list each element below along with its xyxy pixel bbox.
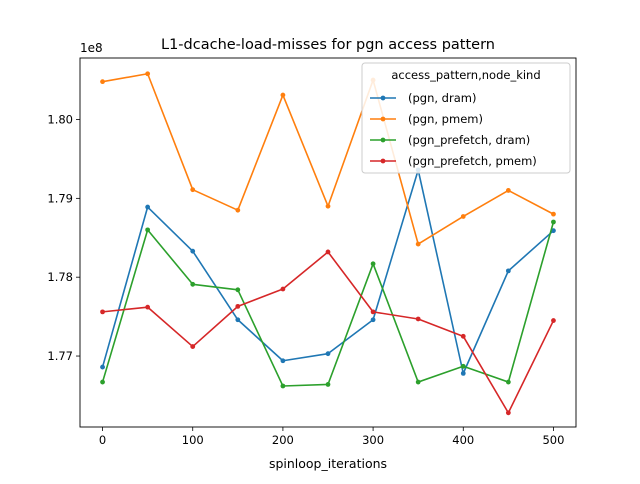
data-point-2-5 bbox=[325, 382, 331, 387]
data-point-2-2 bbox=[190, 281, 196, 287]
data-point-3-1 bbox=[145, 304, 151, 310]
y-tick-label-2: 1.79 bbox=[47, 191, 73, 205]
data-point-3-8 bbox=[460, 333, 466, 339]
plot-area bbox=[100, 71, 556, 416]
data-point-3-6 bbox=[370, 309, 376, 315]
data-point-3-10 bbox=[551, 318, 556, 323]
data-point-1-5 bbox=[325, 203, 331, 209]
legend-marker-2 bbox=[380, 137, 386, 143]
data-point-3-5 bbox=[325, 249, 331, 255]
data-point-3-4 bbox=[280, 286, 286, 292]
y-tick-label-0: 1.77 bbox=[47, 349, 73, 363]
data-point-1-10 bbox=[551, 211, 556, 217]
x-tick-label-3: 300 bbox=[362, 433, 384, 447]
x-tick-label-4: 400 bbox=[452, 433, 474, 447]
legend: access_pattern,node_kind (pgn, dram) (pgn,… bbox=[361, 62, 571, 174]
data-point-0-4 bbox=[280, 358, 286, 364]
data-point-0-9 bbox=[505, 268, 511, 274]
data-point-3-3 bbox=[235, 303, 241, 309]
data-point-3-2 bbox=[190, 344, 196, 349]
legend-label-0: (pgn, dram) bbox=[408, 91, 476, 105]
data-point-1-3 bbox=[235, 207, 241, 213]
legend-title: access_pattern,node_kind bbox=[391, 68, 540, 82]
x-tick-label-5: 500 bbox=[542, 433, 564, 447]
y-offset-label: 1e8 bbox=[80, 41, 103, 55]
data-point-2-3 bbox=[235, 287, 241, 293]
data-point-1-2 bbox=[190, 187, 196, 193]
legend-box bbox=[361, 62, 571, 174]
data-point-2-7 bbox=[415, 379, 421, 385]
data-point-1-0 bbox=[100, 79, 105, 85]
data-point-3-0 bbox=[100, 309, 105, 315]
legend-marker-0 bbox=[380, 95, 386, 101]
y-tick-label-1: 1.78 bbox=[47, 270, 73, 284]
legend-marker-1 bbox=[380, 116, 386, 122]
data-point-2-1 bbox=[145, 227, 151, 233]
chart-title: L1-dcache-load-misses for pgn access pat… bbox=[161, 37, 495, 53]
legend-marker-3 bbox=[380, 158, 386, 164]
data-point-1-1 bbox=[145, 71, 151, 77]
data-point-2-0 bbox=[100, 379, 105, 385]
axes: 0 100 200 300 400 500 1.77 1.78 1.79 1.80 bbox=[47, 57, 577, 447]
data-point-0-10 bbox=[551, 228, 556, 234]
data-point-2-6 bbox=[370, 261, 376, 267]
data-point-1-4 bbox=[280, 92, 286, 98]
data-point-2-10 bbox=[551, 219, 556, 225]
axes-frame bbox=[79, 57, 577, 428]
data-point-0-2 bbox=[190, 248, 196, 254]
data-point-2-8 bbox=[460, 363, 466, 369]
data-point-0-5 bbox=[325, 351, 331, 357]
data-point-0-1 bbox=[145, 204, 151, 210]
data-point-2-4 bbox=[280, 383, 286, 389]
legend-label-3: (pgn_prefetch, pmem) bbox=[408, 154, 537, 168]
data-point-0-3 bbox=[235, 317, 241, 323]
legend-label-2: (pgn_prefetch, dram) bbox=[408, 133, 530, 147]
x-tick-label-1: 100 bbox=[182, 433, 204, 447]
data-point-1-9 bbox=[505, 188, 511, 193]
data-point-0-8 bbox=[460, 370, 466, 376]
legend-label-1: (pgn, pmem) bbox=[408, 112, 483, 126]
x-tick-label-2: 200 bbox=[272, 433, 294, 447]
data-point-3-7 bbox=[415, 316, 421, 322]
data-point-1-8 bbox=[460, 214, 466, 219]
data-point-0-6 bbox=[370, 317, 376, 323]
data-point-2-9 bbox=[505, 379, 511, 385]
x-tick-label-0: 0 bbox=[99, 433, 106, 447]
data-point-1-7 bbox=[415, 241, 421, 247]
data-point-0-0 bbox=[100, 364, 105, 370]
y-tick-label-3: 1.80 bbox=[47, 113, 73, 127]
x-axis-label: spinloop_iterations bbox=[269, 456, 387, 471]
data-point-3-9 bbox=[505, 410, 511, 416]
